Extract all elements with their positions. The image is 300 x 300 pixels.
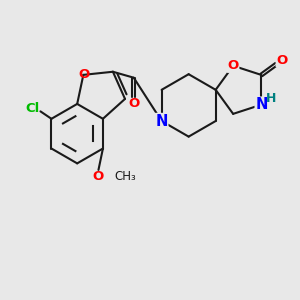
Text: CH₃: CH₃ [115,170,136,183]
Text: O: O [78,68,90,81]
Text: Cl: Cl [25,102,39,115]
Text: O: O [128,97,140,110]
Text: O: O [93,170,104,183]
Text: H: H [266,92,276,105]
Text: N: N [255,97,268,112]
Text: O: O [276,54,287,67]
Text: O: O [227,59,239,72]
Text: N: N [155,113,168,128]
